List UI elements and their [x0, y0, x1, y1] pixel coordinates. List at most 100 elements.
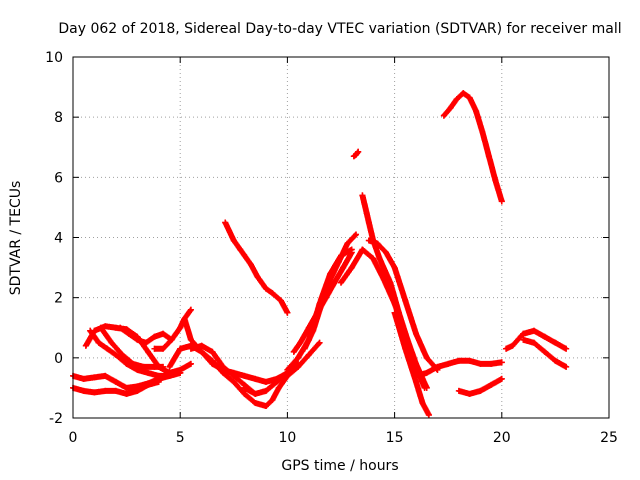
data-point [145, 348, 152, 355]
series-t19 [338, 246, 430, 391]
data-point [413, 330, 420, 337]
data-point [295, 363, 302, 370]
x-tick-label: 15 [386, 430, 404, 446]
data-point [145, 380, 152, 387]
data-point [348, 249, 355, 256]
x-tick-label: 25 [600, 430, 618, 446]
data-point [402, 345, 409, 352]
data-point [155, 372, 162, 379]
series-t4 [87, 327, 184, 379]
data-point [241, 384, 248, 391]
data-point [284, 309, 291, 316]
data-point [445, 360, 452, 367]
data-point [209, 348, 216, 355]
series-t15 [301, 231, 360, 352]
data-point [423, 354, 430, 361]
data-point [123, 384, 130, 391]
data-point [241, 390, 248, 397]
data-point [359, 192, 366, 199]
data-point [82, 342, 89, 349]
data-point [447, 105, 454, 112]
data-point [552, 339, 559, 346]
x-axis-ticks: 0 5 10 15 20 25 [69, 57, 618, 446]
data-point [488, 360, 495, 367]
data-point [117, 324, 124, 331]
y-axis-label: SDTVAR / TECUs [8, 181, 24, 296]
data-point [160, 330, 167, 337]
data-point [160, 363, 167, 370]
x-tick-label: 20 [493, 430, 511, 446]
data-point [331, 279, 338, 286]
data-point [262, 378, 269, 385]
data-point [241, 252, 248, 259]
data-point [503, 345, 510, 352]
data-point [112, 351, 119, 358]
data-point [198, 342, 205, 349]
data-point [488, 381, 495, 388]
data-point [413, 378, 420, 385]
data-point [353, 151, 360, 158]
data-point [80, 387, 87, 394]
data-point [284, 366, 291, 373]
data-point [498, 359, 505, 366]
data-point [453, 96, 460, 103]
data-point [563, 363, 570, 370]
data-point [177, 345, 184, 352]
y-tick-label: -2 [49, 411, 63, 427]
data-point [434, 363, 441, 370]
data-point [134, 336, 141, 343]
x-axis-label: GPS time / hours [281, 458, 398, 474]
data-point [425, 411, 432, 418]
data-point [187, 345, 194, 352]
data-point [353, 231, 360, 238]
data-point [541, 333, 548, 340]
data-point [151, 345, 158, 352]
data-point [209, 357, 216, 364]
data-point [87, 327, 94, 334]
data-point [252, 375, 259, 382]
data-point [269, 396, 276, 403]
data-point [102, 387, 109, 394]
data-point [123, 360, 130, 367]
data-point [355, 148, 362, 155]
data-point [297, 339, 304, 346]
data-point [423, 369, 430, 376]
y-tick-label: 4 [54, 231, 63, 247]
data-point [530, 339, 537, 346]
data-point [130, 360, 137, 367]
series-t12 [262, 339, 323, 409]
data-point [413, 372, 420, 379]
data-point [220, 363, 227, 370]
data-point [479, 129, 486, 136]
data-point [368, 228, 375, 235]
data-point [187, 360, 194, 367]
data-point [123, 390, 130, 397]
data-point [252, 399, 259, 406]
data-point [344, 240, 351, 247]
data-point [391, 264, 398, 271]
data-point [290, 348, 297, 355]
data-point [151, 333, 158, 340]
data-point [241, 372, 248, 379]
data-point [466, 390, 473, 397]
data-point [455, 357, 462, 364]
data-point [187, 336, 194, 343]
data-point [413, 360, 420, 367]
series-t16 [222, 219, 291, 316]
data-point [380, 276, 387, 283]
data-point [112, 387, 119, 394]
data-point [374, 240, 381, 247]
y-tick-label: 10 [45, 50, 63, 66]
x-tick-label: 0 [69, 430, 78, 446]
data-point [151, 363, 158, 370]
data-point [338, 279, 344, 286]
data-point [252, 390, 259, 397]
data-point [391, 309, 398, 316]
data-point [177, 369, 184, 376]
data-point [237, 246, 244, 253]
data-point [318, 300, 325, 307]
data-point [485, 153, 492, 160]
data-point [97, 324, 104, 331]
data-point [295, 354, 302, 361]
